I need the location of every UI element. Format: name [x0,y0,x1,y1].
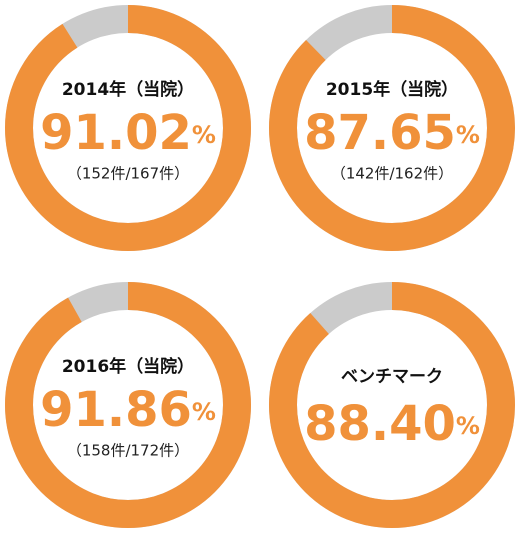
donut-arc [5,5,251,251]
donut-arc [5,282,251,528]
donut-chart: 2016年（当院）91.86%（158件/172件） [5,282,251,528]
donut-subtitle: （152件/167件） [67,165,189,183]
donut-title: ベンチマーク [341,367,443,387]
donut-value: 91.86% [40,382,216,438]
donut-subtitle: （142件/162件） [331,165,453,183]
donut-value: 87.65% [304,105,480,161]
value-unit: % [192,398,216,426]
value-number: 87.65 [304,105,456,161]
donut-value: 91.02% [40,105,216,161]
donut-value: 88.40% [304,396,480,452]
value-number: 88.40 [304,396,456,452]
value-unit: % [456,412,480,440]
donut-title: 2016年（当院） [62,356,194,377]
donut-chart: ベンチマーク 88.40% [269,282,515,528]
value-number: 91.02 [40,105,192,161]
donut-arc [269,282,515,528]
donut-chart: 2015年（当院）87.65%（142件/162件） [269,5,515,251]
donut-chart: 2014年（当院）91.02%（152件/167件） [5,5,251,251]
donut-subtitle: （158件/172件） [67,442,189,460]
donut-arc [269,5,515,251]
donut-title: 2015年（当院） [326,79,458,100]
value-number: 91.86 [40,382,192,438]
value-unit: % [456,121,480,149]
donut-title: 2014年（当院） [62,79,194,100]
value-unit: % [192,121,216,149]
